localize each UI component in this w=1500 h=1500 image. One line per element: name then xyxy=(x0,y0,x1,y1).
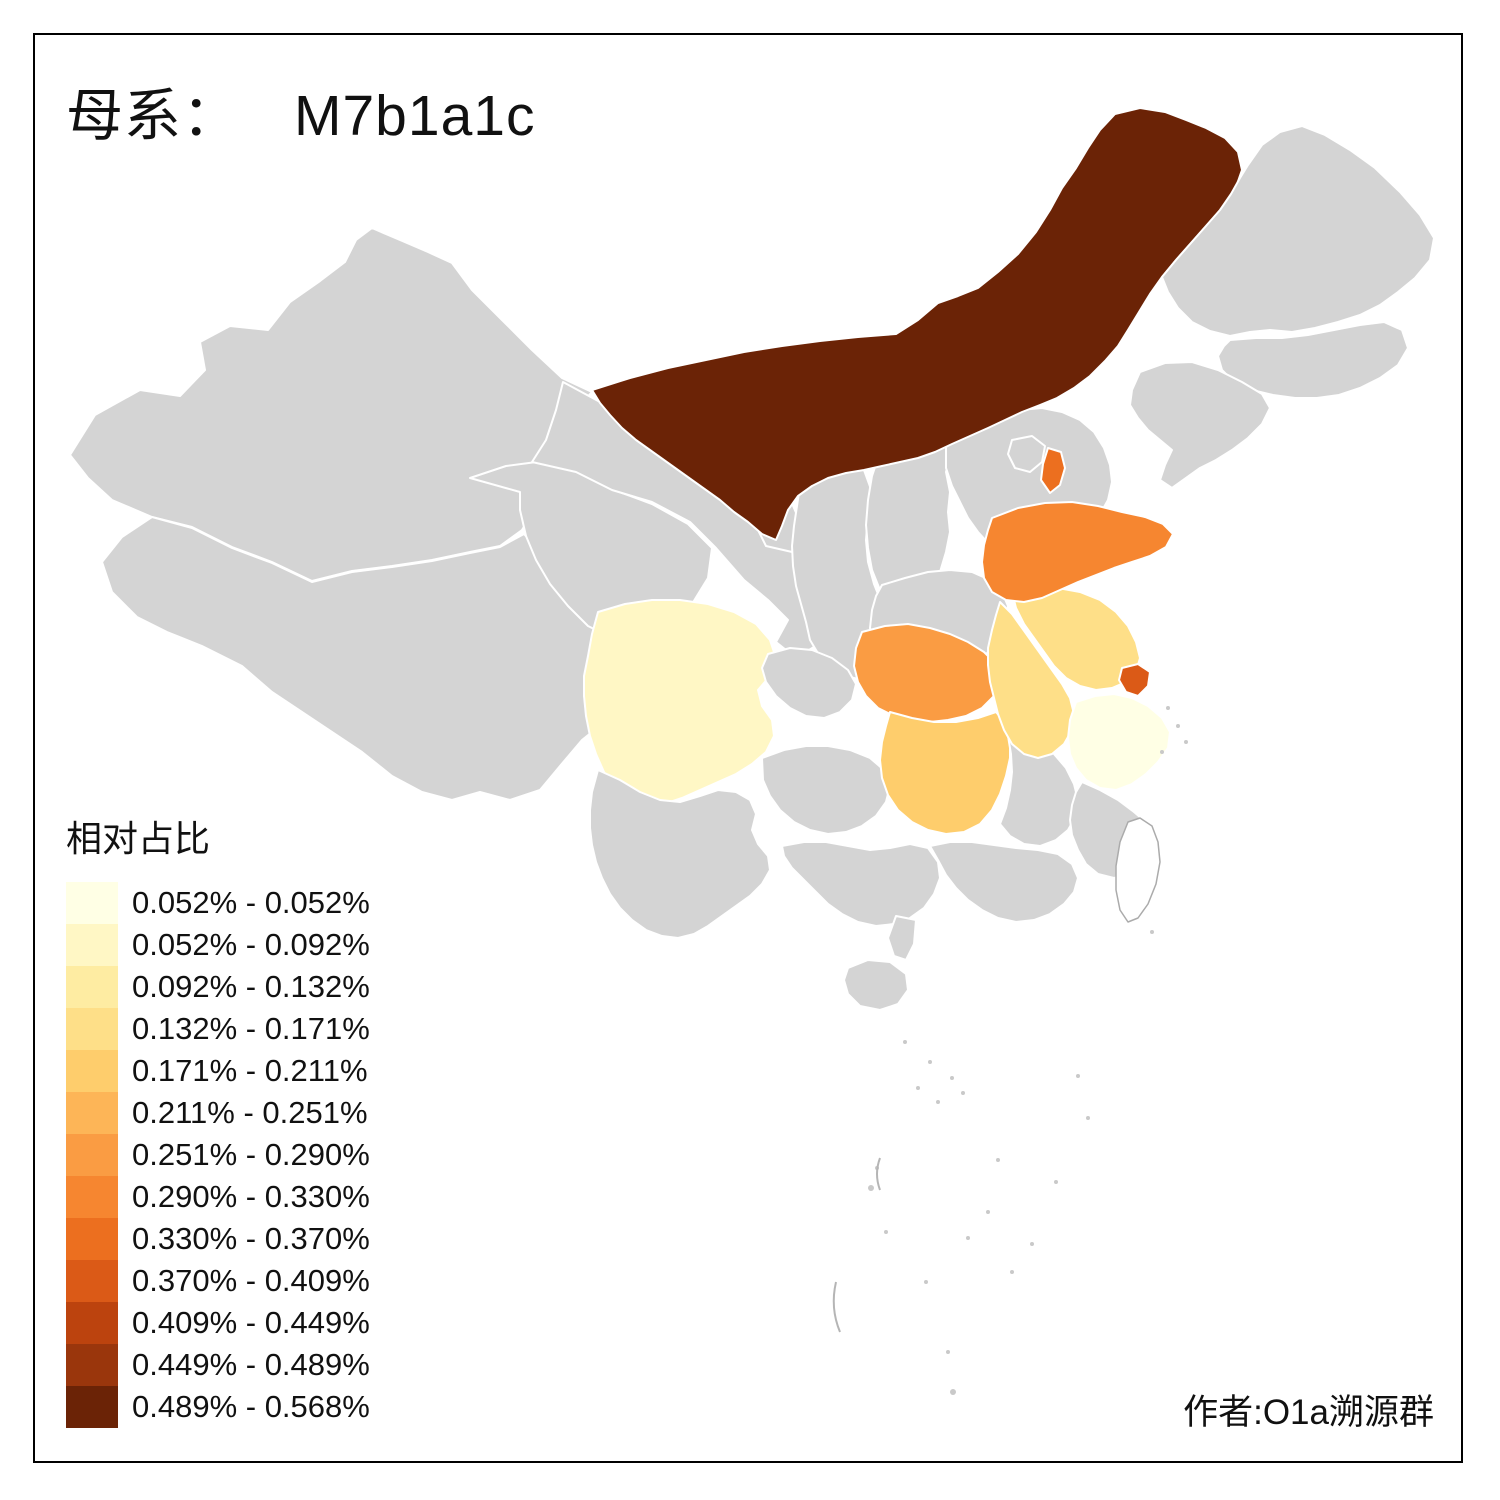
legend-item: 0.052% - 0.092% xyxy=(66,924,370,966)
legend-swatch xyxy=(66,1344,118,1386)
legend-swatch xyxy=(66,1302,118,1344)
legend-items: 0.052% - 0.052% 0.052% - 0.092% 0.092% - 0… xyxy=(66,882,370,1428)
legend-item: 0.092% - 0.132% xyxy=(66,966,370,1008)
province-hainan xyxy=(843,959,909,1011)
legend-item: 0.330% - 0.370% xyxy=(66,1218,370,1260)
province-guizhou xyxy=(761,745,891,835)
province-hunan xyxy=(879,711,1011,835)
legend-label: 0.251% - 0.290% xyxy=(132,1137,370,1172)
province-hubei xyxy=(853,623,1001,723)
legend-swatch xyxy=(66,882,118,924)
legend-label: 0.052% - 0.092% xyxy=(132,927,370,962)
legend-item: 0.370% - 0.409% xyxy=(66,1260,370,1302)
province-taiwan xyxy=(1115,817,1161,923)
province-liaoning xyxy=(1129,361,1271,489)
legend-label: 0.290% - 0.330% xyxy=(132,1179,370,1214)
legend-swatch xyxy=(66,1092,118,1134)
legend-swatch xyxy=(66,1008,118,1050)
province-sichuan xyxy=(583,599,777,807)
province-anhui xyxy=(987,601,1075,759)
legend-label: 0.330% - 0.370% xyxy=(132,1221,370,1256)
legend-label: 0.489% - 0.568% xyxy=(132,1389,370,1424)
province-neimenggu xyxy=(591,107,1243,541)
legend-item: 0.052% - 0.052% xyxy=(66,882,370,924)
legend-swatch xyxy=(66,1386,118,1428)
legend-swatch xyxy=(66,1176,118,1218)
legend-swatch xyxy=(66,966,118,1008)
legend-item: 0.171% - 0.211% xyxy=(66,1050,370,1092)
legend-item: 0.409% - 0.449% xyxy=(66,1302,370,1344)
legend-item: 0.211% - 0.251% xyxy=(66,1092,370,1134)
province-chongqing xyxy=(761,647,857,719)
legend-label: 0.449% - 0.489% xyxy=(132,1347,370,1382)
legend: 相对占比 0.052% - 0.052% 0.052% - 0.092% 0.092… xyxy=(66,810,370,1428)
legend-label: 0.052% - 0.052% xyxy=(132,885,370,920)
legend-swatch xyxy=(66,1218,118,1260)
province-guangdong xyxy=(929,841,1079,923)
legend-label: 0.132% - 0.171% xyxy=(132,1011,370,1046)
legend-item: 0.132% - 0.171% xyxy=(66,1008,370,1050)
title-prefix: 母系： xyxy=(66,84,240,148)
legend-label: 0.211% - 0.251% xyxy=(132,1095,368,1130)
legend-swatch xyxy=(66,1134,118,1176)
legend-swatch xyxy=(66,924,118,966)
legend-swatch xyxy=(66,1050,118,1092)
legend-label: 0.092% - 0.132% xyxy=(132,969,370,1004)
province-heilongjiang xyxy=(1161,125,1435,337)
map-title: 母系： M7b1a1c xyxy=(66,70,536,152)
legend-swatch xyxy=(66,1260,118,1302)
province-shandong xyxy=(981,501,1174,603)
province-tianjin xyxy=(1040,447,1066,494)
legend-item: 0.489% - 0.568% xyxy=(66,1386,370,1428)
legend-item: 0.290% - 0.330% xyxy=(66,1176,370,1218)
province-zhejiang xyxy=(1067,693,1171,791)
legend-label: 0.171% - 0.211% xyxy=(132,1053,368,1088)
province-yunnan xyxy=(589,769,771,939)
title-haplogroup: M7b1a1c xyxy=(294,84,536,148)
author-credit: 作者:O1a溯源群 xyxy=(1183,1393,1434,1432)
legend-title: 相对占比 xyxy=(66,818,211,859)
province-shanghai xyxy=(1118,663,1151,697)
province-beijing xyxy=(1007,435,1046,473)
legend-item: 0.449% - 0.489% xyxy=(66,1344,370,1386)
south-china-sea-islands xyxy=(832,706,1188,1395)
province-guangdong-leizhou xyxy=(887,915,917,961)
legend-item: 0.251% - 0.290% xyxy=(66,1134,370,1176)
legend-label: 0.370% - 0.409% xyxy=(132,1263,370,1298)
province-guangxi xyxy=(781,841,941,927)
plot-frame xyxy=(33,33,1463,1463)
legend-label: 0.409% - 0.449% xyxy=(132,1305,370,1340)
provinces xyxy=(69,107,1435,1011)
